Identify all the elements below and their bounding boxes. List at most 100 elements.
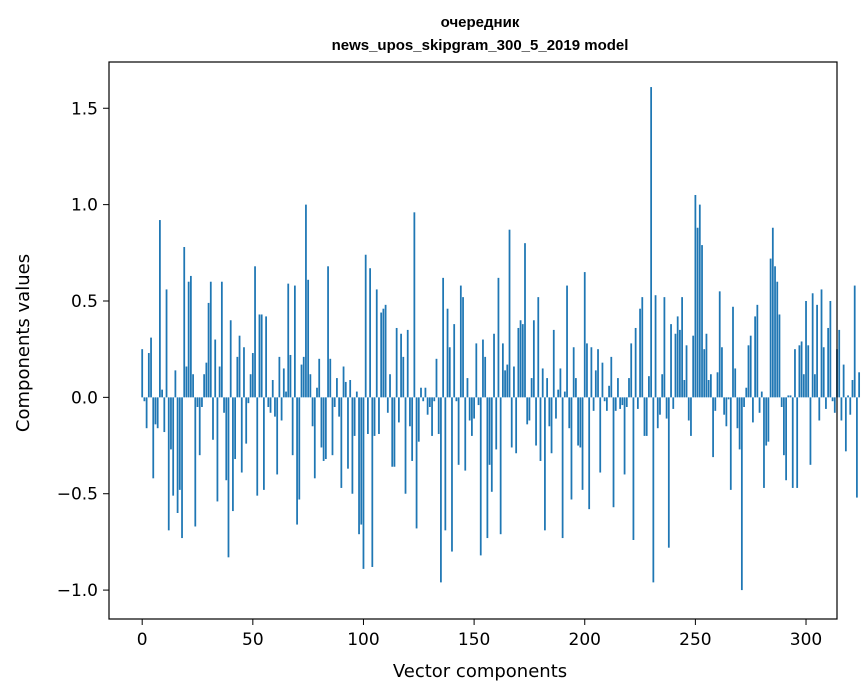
bar	[566, 285, 568, 398]
y-tick-label: 0.5	[71, 292, 98, 312]
bar	[670, 324, 672, 398]
bar	[800, 341, 803, 398]
bar	[218, 366, 221, 398]
bar	[473, 397, 475, 419]
bar	[623, 397, 626, 475]
bar	[269, 397, 272, 413]
bar	[274, 397, 276, 417]
bar	[389, 374, 391, 398]
bar	[743, 397, 745, 407]
bar	[287, 283, 290, 398]
bar	[300, 364, 303, 398]
bar	[499, 397, 502, 535]
bar	[278, 356, 281, 398]
bar	[599, 397, 602, 473]
bar	[174, 370, 177, 398]
bar	[433, 397, 436, 402]
bar	[375, 289, 378, 398]
bar	[816, 304, 818, 398]
bar	[156, 397, 159, 429]
bar	[240, 397, 243, 473]
bar	[406, 329, 409, 398]
bar	[645, 397, 648, 436]
bar	[778, 314, 781, 398]
bar	[320, 397, 323, 448]
bar	[537, 297, 540, 398]
bar	[696, 227, 699, 398]
x-tick-label: 300	[790, 630, 822, 650]
bar	[351, 397, 354, 494]
y-axis-ticks: −1.0 −0.5 0.0 0.5 1.0 1.5	[57, 99, 109, 601]
bar	[189, 275, 192, 398]
bar	[780, 397, 783, 407]
bar	[690, 397, 692, 436]
bar	[630, 343, 633, 398]
bar	[701, 245, 703, 398]
bar	[833, 397, 836, 413]
bar	[847, 395, 849, 398]
bar	[442, 277, 445, 398]
bar	[265, 316, 267, 398]
bar	[293, 285, 296, 398]
bar	[791, 397, 794, 488]
bar	[196, 397, 199, 407]
bar	[858, 372, 861, 398]
bar	[477, 397, 480, 406]
bar	[521, 324, 524, 398]
bar	[459, 285, 462, 398]
bar	[625, 397, 628, 407]
bar	[267, 397, 270, 407]
bar	[203, 374, 206, 398]
bar	[661, 374, 664, 398]
bar	[572, 347, 575, 398]
bar-series	[141, 87, 861, 591]
bar	[632, 397, 635, 540]
bar	[519, 320, 522, 398]
x-axis-label: Vector components	[393, 661, 567, 682]
bar	[471, 397, 473, 436]
bar	[763, 397, 765, 488]
bar	[229, 320, 232, 398]
bar	[426, 397, 429, 415]
bar	[420, 387, 422, 398]
bar	[725, 397, 728, 427]
bar	[687, 397, 690, 421]
bar	[809, 397, 812, 465]
bar	[820, 289, 823, 398]
bar	[641, 297, 644, 398]
bar	[380, 312, 383, 398]
bar	[506, 364, 509, 398]
bar	[838, 329, 841, 398]
bar	[342, 366, 345, 398]
bar	[563, 391, 566, 398]
bar	[643, 397, 646, 436]
bar	[767, 397, 770, 442]
bar	[313, 397, 316, 479]
bar	[736, 397, 739, 429]
bar	[378, 397, 380, 434]
bar	[276, 397, 279, 475]
bar	[716, 372, 719, 398]
bar	[486, 397, 489, 539]
bar	[794, 349, 796, 398]
bar	[577, 397, 579, 446]
bar	[249, 374, 252, 398]
bar	[353, 397, 356, 436]
bar	[760, 391, 763, 398]
bar	[663, 297, 666, 398]
bar	[285, 391, 287, 398]
bar	[488, 397, 491, 465]
bar	[586, 343, 588, 398]
bar	[318, 358, 321, 398]
bar	[532, 320, 535, 398]
bar	[395, 327, 398, 398]
bar	[331, 397, 334, 456]
bar	[431, 397, 433, 436]
bar	[384, 304, 387, 398]
bar	[411, 397, 414, 461]
bar	[358, 397, 360, 535]
bar	[152, 397, 155, 479]
bar	[612, 397, 615, 508]
bar	[161, 389, 163, 398]
